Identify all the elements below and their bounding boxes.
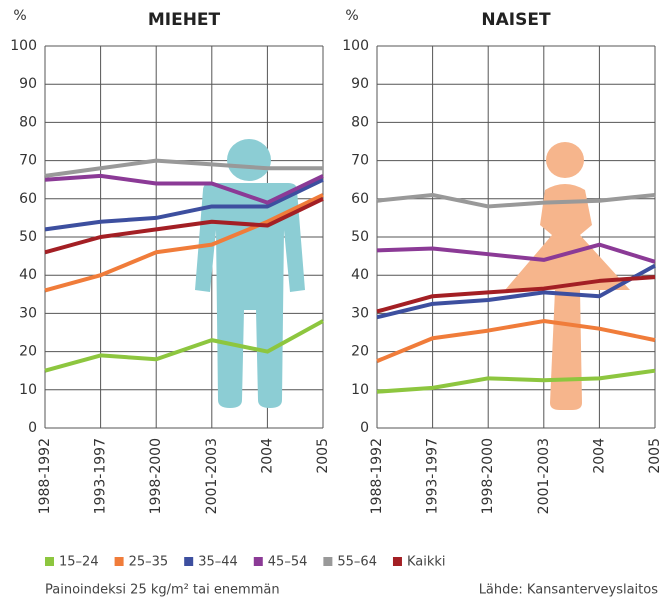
series-line [376,275,656,314]
y-tick-label: 10 [351,382,369,398]
series-line [44,319,324,373]
chart-title: MIEHET [148,10,221,30]
y-tick-label: 50 [19,229,37,245]
legend-label: 35–44 [198,555,238,570]
y-tick-label: 100 [10,38,37,54]
x-tick-label: 1998-2000 [148,438,164,514]
series-line [44,158,323,178]
y-tick-label: 60 [19,191,37,207]
series-line [44,196,324,255]
legend-swatch [323,557,333,566]
y-tick-label: 0 [360,420,369,436]
series-line [376,263,656,320]
x-tick-label: 1998-2000 [480,438,496,514]
y-tick-label: 100 [342,38,369,54]
y-tick-label: 20 [19,344,37,360]
y-tick-label: 0 [28,420,37,436]
x-tick-label: 2001-2003 [536,438,552,514]
y-tick-label: 90 [19,76,37,92]
y-tick-label: 10 [19,382,37,398]
x-tick-label: 1993-1997 [93,438,109,514]
y-axis-label: % [345,8,358,24]
legend-label: 15–24 [59,555,99,570]
y-tick-label: 30 [19,305,37,321]
series-line [44,193,324,293]
y-tick-label: 20 [351,344,369,360]
x-tick-label: 2005 [315,438,331,474]
y-tick-label: 70 [19,153,37,169]
legend-swatch [45,557,54,566]
series-line [376,242,656,264]
series-line [376,368,656,394]
series-line [376,319,656,363]
y-tick-label: 90 [351,76,369,92]
source: Lähde: Kansanterveyslaitos [479,583,659,598]
legend-label: 25–35 [129,555,169,570]
x-tick-label: 2001-2003 [204,438,220,514]
x-tick-label: 1993-1997 [425,438,441,514]
series-line [44,173,324,205]
x-tick-label: 2004 [259,438,275,474]
chart-title: NAISET [481,10,551,30]
y-axis-label: % [13,8,26,24]
legend-swatch [114,557,124,566]
y-tick-label: 40 [351,267,369,283]
y-tick-label: 50 [351,229,369,245]
woman-icon [505,142,630,410]
y-tick-label: 70 [351,153,369,169]
series-line [376,192,656,209]
legend-swatch [253,557,263,566]
y-tick-label: 40 [19,267,37,283]
legend-swatch [392,557,402,566]
y-tick-label: 30 [351,305,369,321]
footnote: Painoindeksi 25 kg/m² tai enemmän [45,583,280,598]
series-line [44,177,324,232]
legend-swatch [184,557,194,566]
x-tick-label: 2005 [647,438,662,474]
legend-label: 55–64 [337,555,377,570]
x-tick-label: 1988-1992 [37,438,53,514]
x-tick-label: 1988-1992 [369,438,385,514]
legend-label: 45–54 [268,555,308,570]
y-tick-label: 80 [19,114,37,130]
x-tick-label: 2004 [591,438,607,474]
y-tick-label: 80 [351,114,369,130]
legend-label: Kaikki [407,555,446,570]
y-tick-label: 60 [351,191,369,207]
